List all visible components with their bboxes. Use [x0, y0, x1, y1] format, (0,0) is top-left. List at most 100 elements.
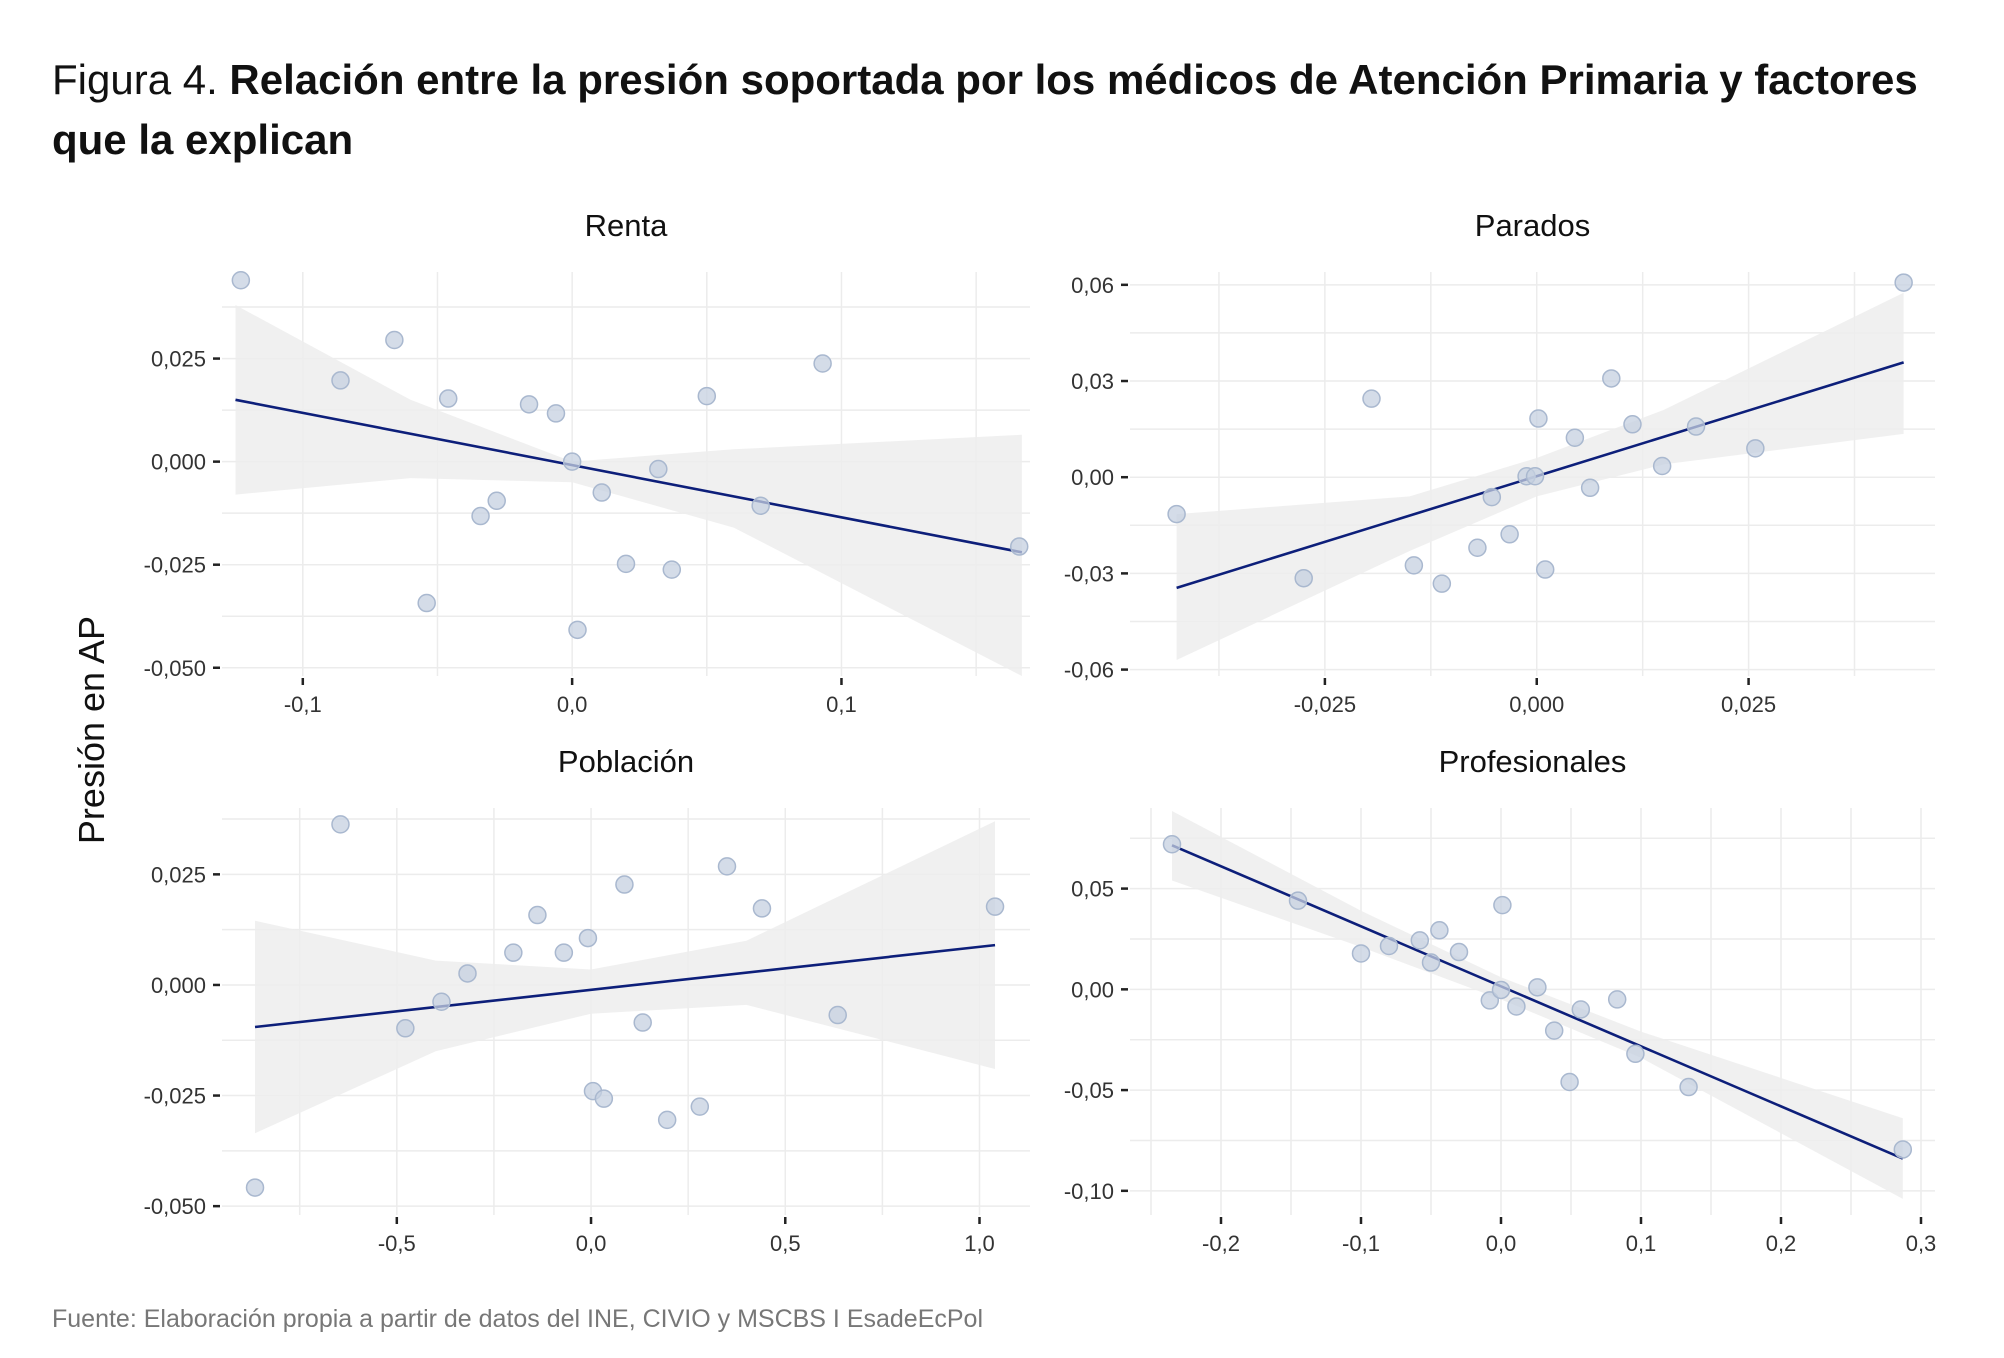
data-point [1652, 456, 1672, 476]
data-point [1493, 895, 1512, 915]
data-point [1379, 936, 1399, 956]
confidence-band [235, 305, 1022, 676]
regression-line [1171, 844, 1904, 1160]
data-point [231, 270, 251, 290]
data-point [1432, 574, 1452, 593]
data-point [1560, 1072, 1579, 1092]
data-point [1421, 953, 1441, 972]
x-tick-label: -0,5 [378, 1231, 416, 1256]
data-point [1626, 1044, 1645, 1064]
source-note: Fuente: Elaboración propia a partir de d… [52, 1305, 984, 1333]
x-tick-label: -0,025 [1294, 692, 1356, 717]
data-point [1544, 1021, 1564, 1040]
data-point [528, 905, 547, 925]
data-point [1507, 997, 1526, 1016]
data-point [616, 554, 636, 574]
data-point [562, 452, 582, 471]
data-point [985, 897, 1005, 916]
panel-parados: 0,06 0,03 0,00 -0,03 -0,06 -0,025 0,000 0,025 Pa… [1064, 208, 1935, 717]
panel-title: Población [558, 744, 694, 779]
panel-renta: 0,025 0,000 -0,025 -0,050 -0,1 0,0 0,1 Renta [144, 208, 1030, 717]
data-point [432, 992, 451, 1012]
data-point [504, 943, 523, 962]
data-point [471, 506, 490, 526]
y-tick-label: 0,03 [1071, 369, 1114, 394]
data-point [592, 483, 612, 502]
data-point [615, 875, 634, 894]
data-point [1529, 409, 1548, 428]
data-point [1294, 568, 1313, 588]
data-point [1500, 525, 1519, 544]
data-point [245, 1178, 265, 1197]
panel-title: Renta [585, 208, 668, 243]
data-point [662, 560, 682, 579]
data-point [828, 1005, 847, 1025]
y-tick-label: 0,000 [151, 450, 206, 475]
data-point [1607, 990, 1627, 1009]
data-point [1482, 487, 1502, 507]
data-point [1535, 560, 1555, 579]
chart-panels: 0,025 0,000 -0,025 -0,050 -0,1 0,0 0,1 Renta 0,0… [144, 208, 1937, 1256]
data-point [438, 389, 458, 408]
data-point [1480, 991, 1500, 1010]
data-point [458, 964, 477, 983]
data-point [717, 857, 737, 876]
data-point [633, 1013, 652, 1032]
y-tick-label: -0,025 [144, 553, 206, 578]
y-tick-label: 0,00 [1071, 977, 1114, 1002]
data-point [751, 496, 770, 515]
data-point [1162, 835, 1182, 854]
y-tick-label: -0,050 [144, 656, 206, 681]
panel-title: Parados [1475, 208, 1590, 243]
data-point [1525, 466, 1545, 486]
data-point [568, 620, 587, 640]
x-tick-label: 0,1 [1626, 1231, 1657, 1256]
x-tick-label: 0,0 [1486, 1231, 1517, 1256]
data-point [331, 371, 350, 390]
data-point [1404, 556, 1424, 575]
data-point [1602, 369, 1621, 388]
data-point [1288, 891, 1308, 910]
data-point [594, 1089, 614, 1108]
y-tick-label: -0,05 [1064, 1078, 1114, 1103]
y-tick-label: 0,025 [151, 862, 206, 887]
data-point [1491, 980, 1511, 1000]
data-point [813, 354, 832, 373]
data-point [1571, 1000, 1591, 1019]
y-tick-label: -0,10 [1064, 1179, 1114, 1204]
data-point [1449, 942, 1469, 962]
data-point [1351, 944, 1371, 963]
y-tick-label: -0,06 [1064, 658, 1114, 683]
data-point [519, 395, 539, 414]
data-point [690, 1097, 710, 1116]
y-tick-label: 0,000 [151, 973, 206, 998]
figure-title: Figura 4. Relación entre la presión sopo… [52, 50, 1972, 170]
x-tick-label: -0,2 [1202, 1231, 1240, 1256]
x-tick-label: -0,1 [1342, 1231, 1380, 1256]
panel-title: Profesionales [1439, 744, 1627, 779]
data-point [546, 404, 566, 423]
x-tick-label: 0,0 [576, 1231, 607, 1256]
data-point [649, 459, 668, 479]
x-tick-label: 0,2 [1766, 1231, 1797, 1256]
data-point [487, 491, 506, 511]
y-tick-label: -0,03 [1064, 561, 1114, 586]
data-point [417, 593, 436, 613]
data-point [554, 943, 574, 962]
data-point [578, 928, 598, 948]
data-point [1679, 1077, 1698, 1097]
data-point [1746, 439, 1765, 458]
data-point [1528, 978, 1547, 997]
data-point [1623, 415, 1642, 434]
regression-line [235, 398, 1023, 554]
y-tick-label: 0,05 [1071, 877, 1114, 902]
data-point [697, 386, 717, 406]
figure-title-main: Relación entre la presión soportada por … [52, 56, 1918, 163]
x-tick-label: 0,025 [1721, 692, 1776, 717]
x-tick-label: 0,5 [770, 1231, 801, 1256]
data-point [1009, 537, 1029, 556]
x-tick-label: 1,0 [964, 1231, 995, 1256]
y-tick-label: 0,00 [1071, 465, 1114, 490]
x-tick-label: 0,000 [1509, 692, 1564, 717]
